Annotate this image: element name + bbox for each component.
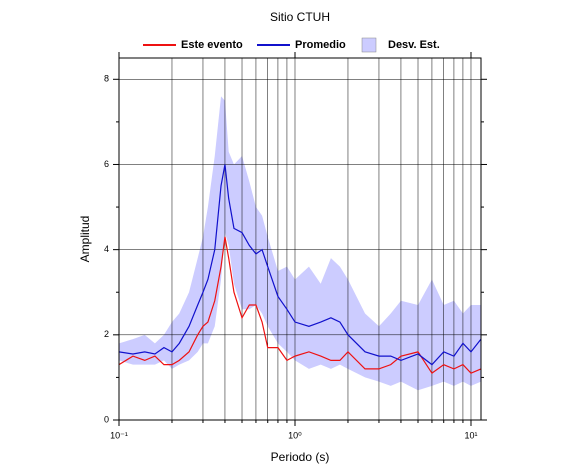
legend-label: Este evento xyxy=(181,39,243,51)
x-tick-label: 10⁰ xyxy=(288,430,302,440)
y-axis-label: Amplitud xyxy=(78,216,92,263)
x-axis-label: Periodo (s) xyxy=(271,450,330,464)
y-tick-label: 4 xyxy=(104,244,109,254)
y-tick-label: 0 xyxy=(104,414,109,424)
y-tick-label: 2 xyxy=(104,329,109,339)
y-tick-label: 8 xyxy=(104,74,109,84)
series-line xyxy=(118,164,482,366)
std-band xyxy=(119,96,481,391)
legend-label: Desv. Est. xyxy=(388,39,440,51)
x-tick-label: 10⁻¹ xyxy=(110,430,128,440)
series-line xyxy=(118,236,482,375)
legend-label: Promedio xyxy=(295,39,346,51)
chart-title: Sitio CTUH xyxy=(270,10,330,24)
plot-frame xyxy=(118,57,482,421)
x-tick-label: 10¹ xyxy=(464,430,477,440)
y-tick-label: 6 xyxy=(104,159,109,169)
legend-swatch xyxy=(361,37,377,53)
